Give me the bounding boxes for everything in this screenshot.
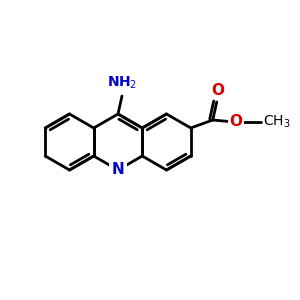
- Text: CH$_3$: CH$_3$: [263, 114, 290, 130]
- Text: NH$_2$: NH$_2$: [107, 75, 137, 91]
- Text: O: O: [229, 115, 242, 130]
- Text: O: O: [211, 83, 224, 98]
- Text: N: N: [112, 163, 124, 178]
